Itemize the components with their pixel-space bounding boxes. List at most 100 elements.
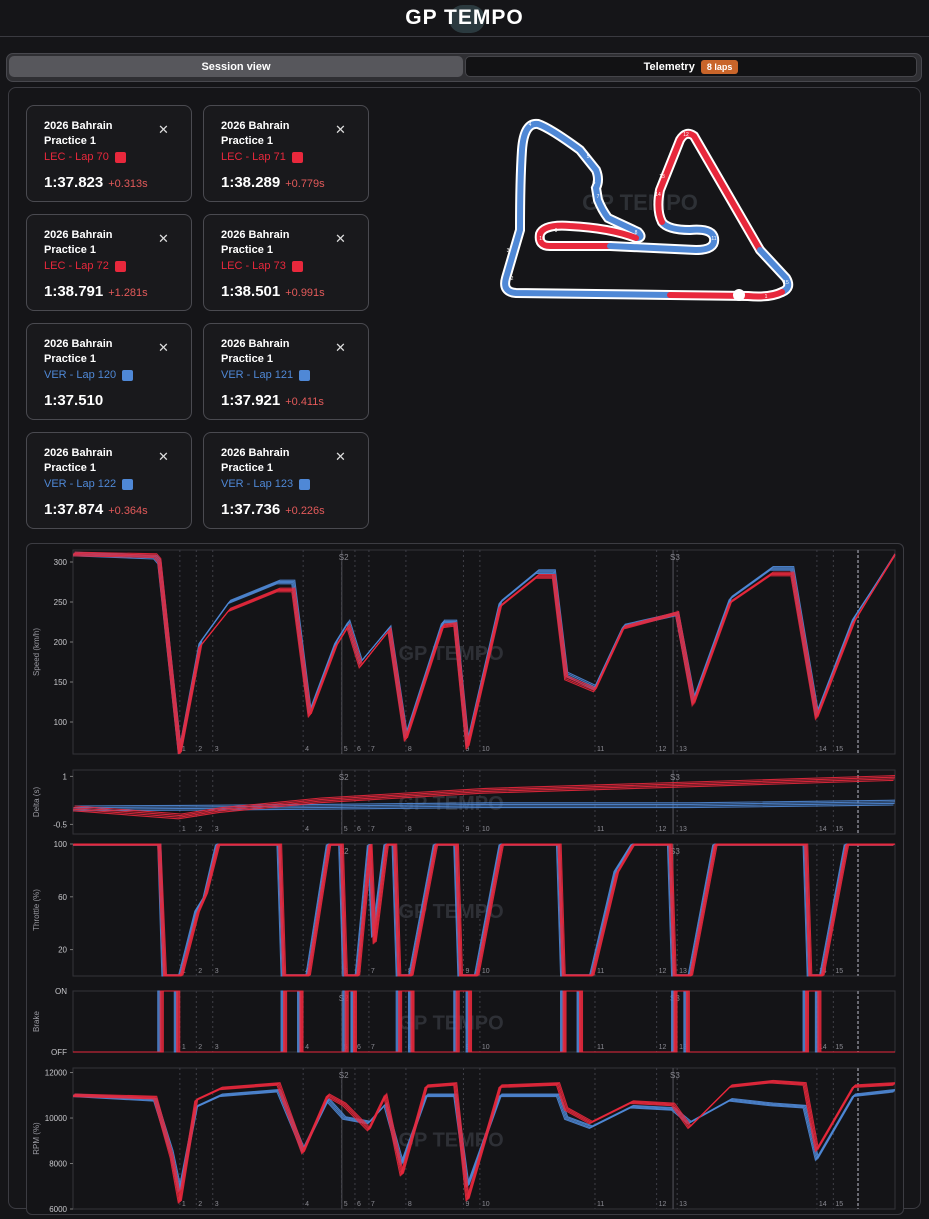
track-corner-label: 2 — [511, 276, 514, 282]
track-corner-label: 15 — [783, 280, 789, 286]
remove-lap-close-icon[interactable]: ✕ — [158, 122, 169, 137]
y-tick-label: 100 — [54, 718, 68, 727]
corner-label: 10 — [482, 746, 490, 753]
edit-color-pencil-icon[interactable] — [114, 260, 126, 272]
y-tick-label: -0.5 — [53, 820, 67, 829]
corner-label: 14 — [819, 746, 827, 753]
lap-card[interactable]: 2026 Bahrain Practice 1 ✕ LEC - Lap 73 1:38… — [203, 214, 369, 311]
lap-card[interactable]: 2026 Bahrain Practice 1 ✕ VER - Lap 121 1:3… — [203, 323, 369, 420]
y-tick-label: 6000 — [49, 1205, 67, 1214]
corner-label: 12 — [659, 968, 667, 975]
edit-color-pencil-icon[interactable] — [114, 151, 126, 163]
lap-card[interactable]: 2026 Bahrain Practice 1 ✕ LEC - Lap 72 1:38… — [26, 214, 192, 311]
lap-card-lap-time: 1:37.874 — [44, 501, 104, 518]
lap-card-driver-lap: VER - Lap 122 — [44, 478, 117, 490]
rpm-trace-lec — [74, 1079, 896, 1201]
corner-label: 1 — [182, 1044, 186, 1051]
speed-trace-ver — [74, 551, 896, 751]
lap-card[interactable]: 2026 Bahrain Practice 1 ✕ VER - Lap 123 1:3… — [203, 432, 369, 529]
tab-telemetry[interactable]: Telemetry 8 laps — [465, 56, 917, 77]
sector-label: S2 — [339, 553, 349, 562]
lap-card-driver-lap: LEC - Lap 71 — [221, 151, 286, 163]
track-segment-ver — [502, 120, 673, 298]
edit-color-pencil-icon[interactable] — [299, 478, 311, 490]
corner-label: 7 — [371, 1044, 375, 1051]
track-corner-label: 11 — [711, 236, 716, 242]
corner-label: 2 — [198, 746, 202, 753]
corner-label: 14 — [819, 826, 827, 833]
tab-session-view[interactable]: Session view — [9, 56, 463, 77]
remove-lap-close-icon[interactable]: ✕ — [158, 449, 169, 464]
corner-label: 7 — [371, 1201, 375, 1208]
edit-color-pencil-icon[interactable] — [291, 260, 303, 272]
corner-label: 12 — [659, 1201, 667, 1208]
remove-lap-close-icon[interactable]: ✕ — [335, 122, 346, 137]
lap-card[interactable]: 2026 Bahrain Practice 1 ✕ VER - Lap 120 1:3… — [26, 323, 192, 420]
app-logo[interactable]: GP TEMPO — [0, 6, 929, 30]
lap-card-driver-lap: VER - Lap 121 — [221, 369, 294, 381]
corner-label: 4 — [305, 746, 309, 753]
track-corner-label: 3 — [507, 248, 510, 254]
edit-color-pencil-icon[interactable] — [122, 478, 134, 490]
sector-label: S2 — [339, 1071, 349, 1080]
lap-card-lap-time: 1:37.510 — [44, 392, 104, 409]
corner-label: 7 — [371, 746, 375, 753]
lap-card-session-title: 2026 Bahrain Practice 1 — [44, 447, 113, 474]
lap-card-driver-lap: LEC - Lap 72 — [44, 260, 109, 272]
corner-label: 2 — [198, 1201, 202, 1208]
edit-color-pencil-icon[interactable] — [291, 151, 303, 163]
y-tick-label: OFF — [51, 1048, 67, 1057]
lap-card[interactable]: 2026 Bahrain Practice 1 ✕ VER - Lap 122 1:3… — [26, 432, 192, 529]
corner-label: 12 — [659, 1044, 667, 1051]
track-corner-label: 7 — [597, 194, 600, 200]
panel-frame — [72, 549, 896, 755]
corner-label: 13 — [679, 1044, 687, 1051]
corner-label: 8 — [408, 826, 412, 833]
corner-label: 13 — [679, 746, 687, 753]
corner-label: 9 — [465, 1201, 469, 1208]
edit-color-pencil-icon[interactable] — [299, 369, 311, 381]
lap-card-driver-lap: VER - Lap 120 — [44, 369, 117, 381]
remove-lap-close-icon[interactable]: ✕ — [335, 340, 346, 355]
lap-card-delta: +0.226s — [285, 505, 325, 517]
sector-label: S2 — [339, 773, 349, 782]
lap-card[interactable]: 2026 Bahrain Practice 1 ✕ LEC - Lap 71 1:38… — [203, 105, 369, 202]
track-corner-label: 8 — [635, 230, 638, 236]
track-segment-ver — [607, 219, 718, 254]
corner-label: 5 — [344, 826, 348, 833]
corner-label: 8 — [408, 746, 412, 753]
laps-count-badge: 8 laps — [700, 59, 739, 74]
delta-trace-ver — [72, 804, 894, 812]
delta-trace-lec — [72, 779, 894, 820]
lap-card-lap-time: 1:38.501 — [221, 283, 281, 300]
remove-lap-close-icon[interactable]: ✕ — [158, 340, 169, 355]
corner-label: 8 — [408, 1201, 412, 1208]
corner-label: 9 — [465, 968, 469, 975]
sector-label: S3 — [670, 553, 680, 562]
corner-label: 3 — [215, 746, 219, 753]
corner-label: 11 — [597, 1044, 604, 1051]
edit-color-pencil-icon[interactable] — [122, 369, 134, 381]
sector-label: S3 — [670, 1071, 680, 1080]
corner-label: 14 — [819, 1201, 827, 1208]
corner-label: 13 — [679, 1201, 687, 1208]
lap-card-delta: +0.313s — [108, 178, 148, 190]
lap-card[interactable]: 2026 Bahrain Practice 1 ✕ LEC - Lap 70 1:37… — [26, 105, 192, 202]
corner-label: 2 — [198, 968, 202, 975]
speed-trace-lec — [74, 551, 896, 753]
lap-card-driver-lap: LEC - Lap 73 — [221, 260, 286, 272]
remove-lap-close-icon[interactable]: ✕ — [158, 231, 169, 246]
chart-watermark: GP TEMPO — [399, 643, 504, 665]
lap-card-lap-time: 1:37.823 — [44, 174, 104, 191]
sector-label: S3 — [670, 847, 680, 856]
track-corner-label: 12 — [683, 132, 689, 138]
chart-watermark: GP TEMPO — [399, 1130, 504, 1152]
corner-label: 10 — [482, 968, 490, 975]
lap-card-delta: +0.991s — [285, 287, 325, 299]
remove-lap-close-icon[interactable]: ✕ — [335, 449, 346, 464]
delta-trace-lec — [72, 778, 895, 818]
lap-card-lap-time: 1:37.736 — [221, 501, 281, 518]
remove-lap-close-icon[interactable]: ✕ — [335, 231, 346, 246]
corner-label: 10 — [482, 1044, 490, 1051]
y-axis-label: Speed (km/h) — [32, 628, 41, 676]
